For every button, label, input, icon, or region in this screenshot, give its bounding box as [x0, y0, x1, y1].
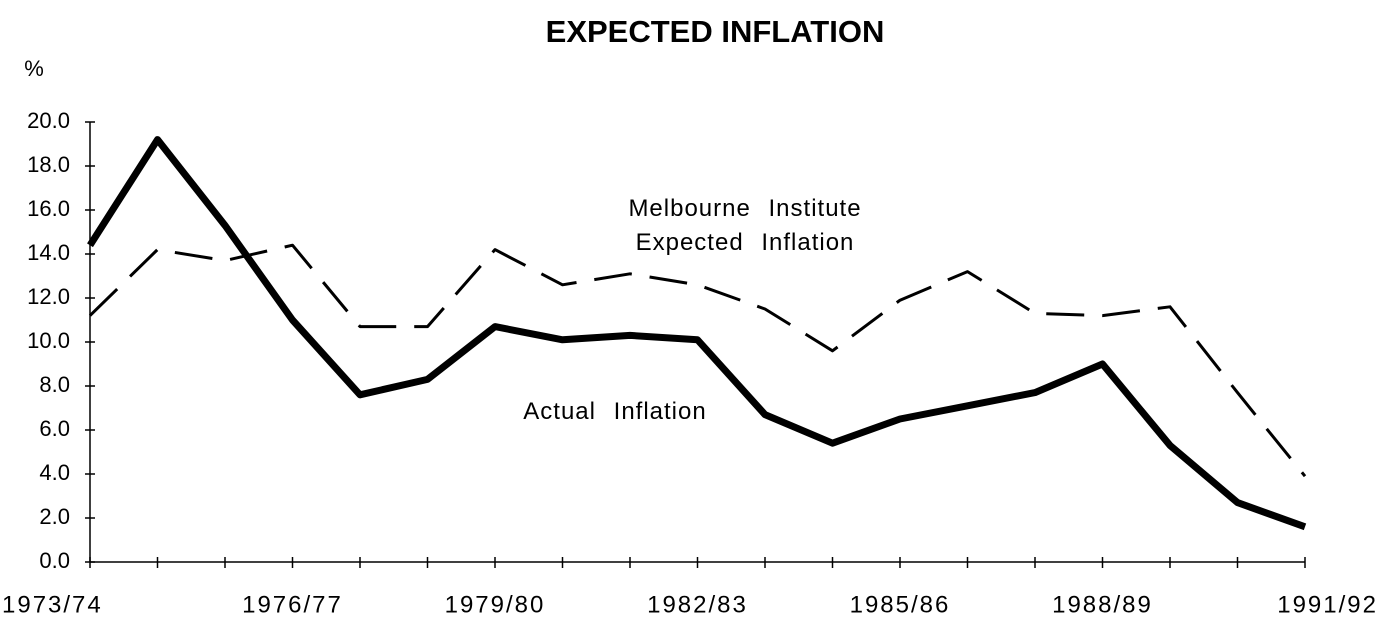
y-axis-label: %	[24, 56, 44, 81]
y-tick-label: 20.0	[27, 108, 70, 133]
series-label: Actual Inflation	[523, 398, 707, 425]
y-tick-label: 8.0	[39, 372, 70, 397]
series-line	[87, 136, 1307, 531]
y-tick-label: 18.0	[27, 152, 70, 177]
x-tick-label: 1976/77	[242, 591, 343, 618]
chart-title: EXPECTED INFLATION	[546, 14, 885, 49]
x-tick-label: 1982/83	[647, 591, 748, 618]
y-tick-label: 16.0	[27, 196, 70, 221]
y-tick-label: 14.0	[27, 240, 70, 265]
x-tick-label: 1985/86	[850, 591, 951, 618]
x-tick-label: 1988/89	[1052, 591, 1153, 618]
x-tick-label: 1991/92	[1277, 591, 1378, 618]
series-line	[88, 243, 1307, 478]
y-tick-label: 12.0	[27, 284, 70, 309]
series-label: Melbourne Institute Expected Inflation	[628, 195, 862, 256]
y-tick-label: 2.0	[39, 504, 70, 529]
y-tick-label: 4.0	[39, 460, 70, 485]
y-tick-label: 10.0	[27, 328, 70, 353]
y-tick-label: 6.0	[39, 416, 70, 441]
x-tick-label: 1973/74	[2, 591, 103, 618]
x-tick-label: 1979/80	[445, 591, 546, 618]
y-tick-label: 0.0	[39, 548, 70, 573]
